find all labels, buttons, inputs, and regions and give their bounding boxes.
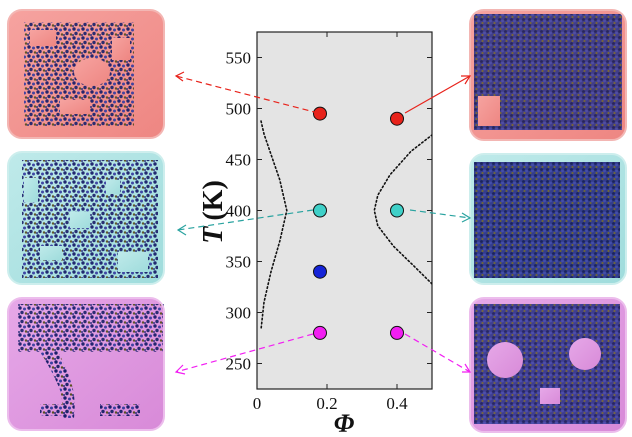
arrow-mag-left [175,333,314,373]
data-point [390,111,404,126]
snapshot-bottom-left [7,297,165,431]
arrow-red-right [404,75,471,114]
x-axis-title: Φ [334,409,355,437]
y-axis-title: T (K) [198,180,229,244]
plot-area [256,31,433,390]
x-tick-label: 0.2 [316,394,337,413]
snapshot-top-left [7,9,165,139]
arrowhead-mag-left [174,364,186,375]
arrowhead-cyan-right [461,212,472,223]
snapshot-top-right [469,9,627,141]
connector-arrows [175,75,471,373]
y-tick-label: 300 [226,304,252,323]
arrow-red-left [175,75,319,114]
y-tick-label: 400 [226,202,252,221]
arrowhead-red-left [174,71,185,82]
arrow-cyan-right [409,209,471,219]
arrow-cyan-left [177,209,314,231]
axes-layer: 250 300 350 400 450 500 550 0 0.2 0.4 [226,32,432,413]
snapshot-middle-right [469,153,627,285]
x-tick-label: 0.4 [386,394,408,413]
arrow-heads [174,71,472,375]
arrowhead-mag-right [462,363,472,373]
data-point [313,264,327,279]
y-tick-label: 250 [226,355,252,374]
arrowhead-red-right [461,75,472,85]
data-point [313,203,327,218]
data-point [313,106,327,121]
arrowhead-cyan-left [176,224,187,236]
y-axis-title-symbol: T [198,225,229,244]
boundary-left [259,117,288,329]
arrow-mag-right [404,333,471,373]
data-point [313,325,327,340]
y-tick-label: 450 [226,151,252,170]
snapshot-middle-left [7,151,165,285]
y-tick-label: 500 [226,100,252,119]
plot-layer [259,117,432,329]
points-layer [313,106,404,340]
x-tick-label: 0 [253,394,262,413]
snapshot-bottom-right [469,297,627,433]
data-point [390,203,404,218]
y-tick-label: 350 [226,253,252,272]
data-point [390,325,404,340]
boundary-right [373,134,432,285]
y-tick-label: 550 [226,49,252,68]
y-axis-title-unit: (K) [198,180,229,220]
